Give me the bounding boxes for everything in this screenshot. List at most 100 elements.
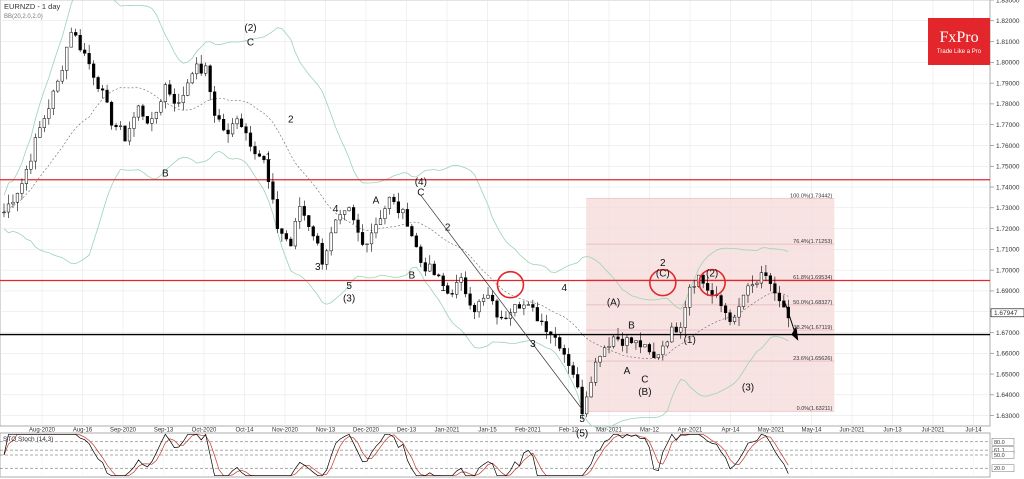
y-tick-label: 1.79000 (996, 80, 1020, 87)
candle-body (347, 207, 351, 212)
candle-body (343, 210, 347, 215)
x-tick-label: Dec-2020 (353, 428, 380, 434)
y-tick-label: 1.65000 (996, 371, 1020, 378)
candle-body (15, 193, 20, 203)
candle-body (598, 356, 602, 363)
x-tick-label: Mar-12 (640, 428, 660, 434)
candle-body (311, 226, 315, 237)
candle-body (513, 304, 517, 313)
candle-body (432, 263, 436, 276)
candle-body (101, 88, 105, 91)
candle-body (750, 284, 755, 287)
candle-body (163, 84, 167, 102)
candle-body (746, 285, 750, 296)
y-tick-label: 1.78000 (996, 101, 1020, 108)
y-tick-label: 1.83000 (996, 0, 1020, 4)
wave-label: B (162, 169, 169, 180)
candle-body (562, 348, 566, 355)
candle-body (777, 292, 781, 302)
candle-body (455, 282, 459, 295)
candle-body (607, 346, 611, 348)
candle-body (289, 238, 293, 247)
y-tick-label: 1.73000 (996, 205, 1020, 212)
x-tick-label: Jun-13 (883, 428, 902, 434)
x-tick-label: Sep-2020 (110, 428, 137, 434)
candle-body (683, 307, 687, 328)
y-tick-label: 1.70000 (996, 267, 1020, 274)
highlight-circle (698, 268, 726, 297)
candle-body (522, 304, 526, 309)
logo-tagline: Trade Like a Pro (936, 49, 982, 55)
candle-body (656, 354, 660, 359)
candle-body (24, 169, 29, 184)
candle-body (262, 156, 266, 161)
candle-body (535, 307, 539, 322)
bollinger-lower (3, 150, 789, 429)
x-axis: Aug-2020 Aug-16 Sep-2020 Sep-13 Oct-2020 Oct-… (29, 428, 982, 434)
candle-body (732, 316, 737, 322)
stoch-level-label: 80.0 (994, 440, 1005, 446)
candle-body (401, 209, 405, 214)
wave-label: C (247, 38, 254, 49)
current-price-box (990, 308, 1024, 318)
candle-body (674, 326, 678, 333)
fib-label: 76.4%(1.71253) (793, 239, 832, 245)
y-tick-label: 1.76000 (996, 143, 1020, 150)
candle-body (369, 232, 374, 245)
x-tick-label: Feb-2021 (515, 428, 541, 434)
candle-body (392, 196, 396, 202)
candle-body (710, 290, 714, 295)
candle-body (307, 215, 311, 227)
candle-body (459, 277, 463, 283)
candles (2, 27, 790, 420)
stoch-level-label: 20.0 (994, 466, 1005, 472)
candle-body (620, 338, 625, 346)
candle-body (531, 304, 535, 308)
candle-body (594, 361, 598, 383)
candle-body (96, 77, 100, 89)
candle-body (706, 283, 710, 291)
candle-body (450, 293, 454, 295)
candle-body (235, 118, 239, 125)
candle-body (652, 351, 656, 359)
x-tick-label: Nov-2020 (272, 428, 299, 434)
candle-body (692, 286, 696, 288)
fib-label: 0.0%(1.63211) (797, 406, 833, 412)
wave-label: (B) (638, 387, 651, 398)
candle-body (123, 125, 127, 142)
candle-body (213, 91, 217, 116)
candle-body (302, 206, 306, 216)
y-tick-label: 1.82000 (996, 18, 1020, 25)
candle-body (410, 226, 414, 237)
candle-body (351, 207, 356, 221)
y-tick-label: 1.66000 (996, 351, 1020, 358)
candle-body (378, 218, 383, 225)
x-tick-label: May-14 (801, 428, 822, 434)
candle-body (589, 382, 593, 398)
x-tick-label: Jan-2021 (434, 428, 460, 434)
wave-label: 2 (660, 258, 666, 269)
candle-body (195, 63, 199, 75)
candle-body (204, 65, 208, 74)
x-tick-label: Jul-2021 (921, 428, 945, 434)
candle-body (172, 93, 176, 104)
x-tick-label: Feb-12 (559, 428, 579, 434)
candle-body (414, 235, 418, 248)
fib-label: 23.6%(1.65626) (793, 356, 832, 362)
candle-body (647, 344, 651, 353)
x-tick-label: Sep-13 (154, 428, 174, 434)
candle-body (580, 386, 584, 415)
candle-body (105, 89, 109, 103)
candle-body (92, 63, 96, 78)
candle-body (571, 365, 575, 375)
candle-body (208, 65, 212, 93)
x-tick-label: Oct-14 (235, 428, 254, 434)
candle-body (576, 374, 580, 388)
arrow-head (791, 326, 799, 341)
candle-body (481, 297, 486, 302)
candle-body (217, 115, 221, 120)
fib-zone: 100.0%(1.73442) 76.4%(1.71253) 61.8%(1.695… (586, 194, 835, 412)
fib-label: 50.0%(1.68327) (793, 300, 832, 306)
level-lines (0, 179, 990, 336)
candle-body (701, 274, 705, 284)
